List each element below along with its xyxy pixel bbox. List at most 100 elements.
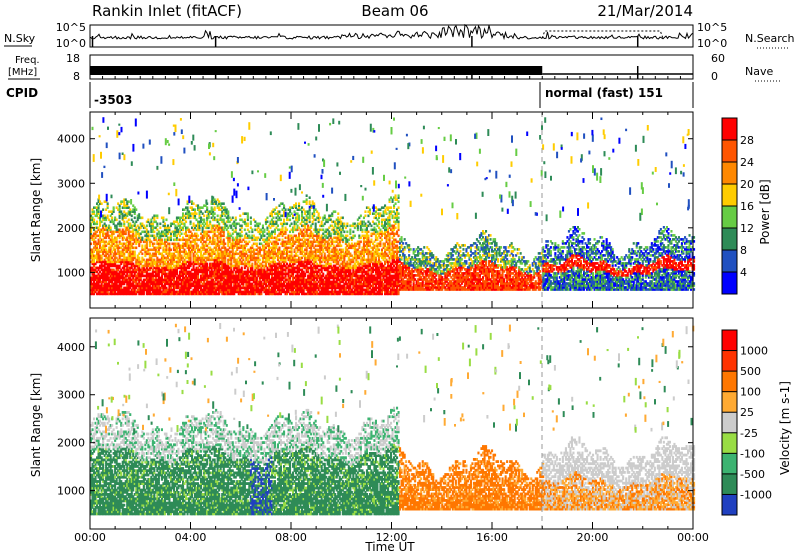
heatmap-cell <box>126 246 129 250</box>
heatmap-cell <box>218 252 221 256</box>
heatmap-cell <box>108 266 111 270</box>
heatmap-cell <box>106 270 109 274</box>
heatmap-cell <box>139 238 142 242</box>
heatmap-cell <box>129 226 132 230</box>
heatmap-cell <box>182 288 185 292</box>
heatmap-cell <box>139 226 142 230</box>
heatmap-cell <box>160 274 163 278</box>
heatmap-cell <box>197 262 200 266</box>
heatmap-cell <box>237 284 240 288</box>
heatmap-cell <box>246 284 249 288</box>
heatmap-cell <box>130 292 133 296</box>
heatmap-cell <box>210 224 213 228</box>
heatmap-cell <box>197 272 200 276</box>
heatmap-cell <box>160 256 163 260</box>
heatmap-cell <box>242 250 245 254</box>
heatmap-cell <box>180 288 183 292</box>
heatmap-cell <box>124 258 127 262</box>
heatmap-cell <box>245 256 248 260</box>
heatmap-cell <box>191 246 194 250</box>
heatmap-cell <box>182 266 185 270</box>
heatmap-cell <box>166 248 169 252</box>
heatmap-cell <box>93 246 96 250</box>
heatmap-cell <box>203 272 206 276</box>
heatmap-cell <box>130 278 133 282</box>
heatmap-cell <box>90 234 93 238</box>
heatmap-cell <box>103 228 106 232</box>
heatmap-cell <box>99 292 102 296</box>
heatmap-cell <box>201 228 204 232</box>
heatmap-cell <box>242 276 245 280</box>
heatmap-cell <box>222 246 225 250</box>
heatmap-cell <box>219 242 222 246</box>
heatmap-cell <box>197 276 200 280</box>
heatmap-cell <box>191 284 194 288</box>
heatmap-cell <box>174 226 177 230</box>
heatmap-cell <box>234 252 237 256</box>
heatmap-cell <box>204 284 207 288</box>
heatmap-cell <box>177 274 180 278</box>
heatmap-cell <box>114 262 117 266</box>
heatmap-cell <box>97 226 100 230</box>
heatmap-cell <box>210 270 213 274</box>
heatmap-cell <box>169 278 172 282</box>
heatmap-cell <box>165 272 168 276</box>
heatmap-cell <box>96 258 99 262</box>
heatmap-cell <box>255 242 258 246</box>
heatmap-cell <box>200 292 203 296</box>
heatmap-cell <box>120 284 123 288</box>
heatmap-cell <box>99 216 102 220</box>
heatmap-cell <box>154 268 157 272</box>
heatmap-cell <box>166 268 169 272</box>
heatmap-cell <box>200 254 203 258</box>
heatmap-cell <box>168 254 171 258</box>
heatmap-cell <box>145 286 148 290</box>
heatmap-cell <box>169 268 172 272</box>
heatmap-cell <box>186 288 189 292</box>
heatmap-cell <box>227 236 230 240</box>
heatmap-cell <box>133 254 136 258</box>
heatmap-cell <box>245 222 248 226</box>
heatmap-cell <box>279 218 282 222</box>
heatmap-cell <box>185 288 188 292</box>
heatmap-cell <box>96 274 99 278</box>
heatmap-cell <box>108 228 111 232</box>
heatmap-cell <box>221 214 224 218</box>
heatmap-cell <box>236 282 239 286</box>
heatmap-cell <box>153 242 156 246</box>
heatmap-cell <box>118 242 121 246</box>
heatmap-cell <box>162 248 165 252</box>
heatmap-cell <box>174 246 177 250</box>
heatmap-cell <box>188 216 191 220</box>
heatmap-cell <box>239 292 242 296</box>
heatmap-cell <box>189 254 192 258</box>
heatmap-cell <box>97 292 100 296</box>
heatmap-cell <box>194 256 197 260</box>
heatmap-cell <box>175 292 178 296</box>
heatmap-cell <box>142 292 145 296</box>
heatmap-cell <box>136 284 139 288</box>
heatmap-cell <box>249 288 252 292</box>
heatmap-cell <box>111 274 114 278</box>
heatmap-cell <box>198 248 201 252</box>
heatmap-cell <box>159 244 162 248</box>
heatmap-cell <box>210 212 213 215</box>
heatmap-cell <box>114 264 117 268</box>
heatmap-cell <box>204 274 207 278</box>
heatmap-cell <box>93 268 96 272</box>
heatmap-cell <box>236 238 239 242</box>
heatmap-cell <box>130 226 133 230</box>
heatmap-cell <box>105 254 108 258</box>
heatmap-cell <box>221 288 224 292</box>
heatmap-cell <box>218 228 221 232</box>
heatmap-cell <box>197 206 200 209</box>
heatmap-cell <box>192 222 195 226</box>
heatmap-cell <box>203 282 206 286</box>
heatmap-cell <box>157 244 160 248</box>
heatmap-cell <box>160 292 163 296</box>
heatmap-cell <box>142 282 145 286</box>
heatmap-cell <box>163 256 166 260</box>
heatmap-cell <box>172 284 175 288</box>
heatmap-cell <box>189 246 192 250</box>
heatmap-cell <box>197 204 200 207</box>
